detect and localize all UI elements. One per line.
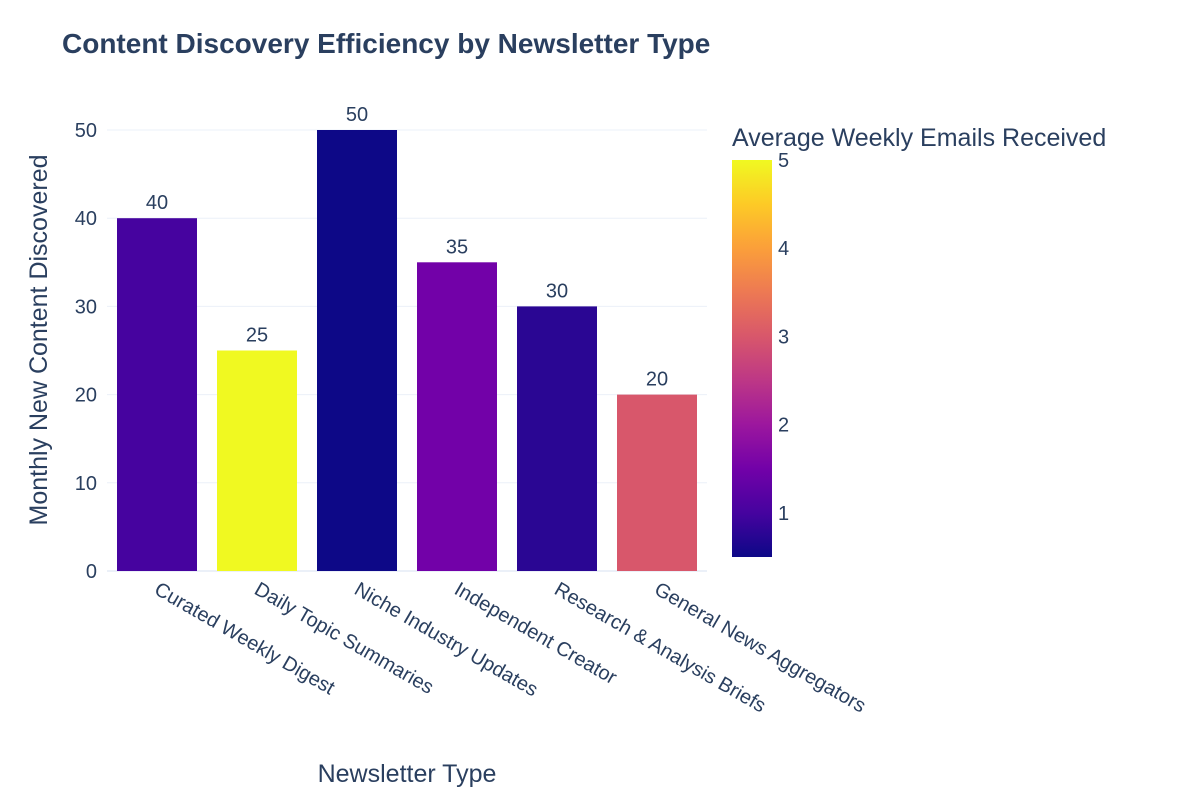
x-tick-label: Daily Topic Summaries xyxy=(251,578,438,699)
bar[interactable] xyxy=(517,306,597,571)
data-label: 30 xyxy=(546,280,568,302)
gridlines xyxy=(107,129,707,572)
colorbar-tick-label: 2 xyxy=(778,415,789,437)
y-tick-label: 50 xyxy=(75,120,97,142)
data-label: 20 xyxy=(646,369,668,391)
bar[interactable] xyxy=(417,262,497,571)
y-axis-label: Monthly New Content Discovered xyxy=(25,155,53,526)
colorbar-tick-label: 4 xyxy=(778,238,789,260)
colorbar-tick-label: 5 xyxy=(778,150,789,172)
x-tick-label: Curated Weekly Digest xyxy=(151,578,339,699)
x-axis-label: Newsletter Type xyxy=(318,760,497,788)
bar[interactable] xyxy=(217,350,297,572)
colorbar: Average Weekly Emails Received 1 2 3 4 5 xyxy=(732,124,1106,557)
bar[interactable] xyxy=(317,130,397,571)
y-tick-label: 30 xyxy=(75,296,97,318)
bars: 40 25 50 35 30 20 xyxy=(117,104,697,571)
chart-title: Content Discovery Efficiency by Newslett… xyxy=(62,28,710,59)
data-label: 40 xyxy=(146,192,168,214)
y-tick-label: 20 xyxy=(75,385,97,407)
data-label: 35 xyxy=(446,236,468,258)
y-tick-label: 0 xyxy=(86,561,97,583)
bar[interactable] xyxy=(117,218,197,571)
colorbar-title: Average Weekly Emails Received xyxy=(732,124,1106,152)
colorbar-tick-label: 1 xyxy=(778,503,789,525)
y-tick-label: 40 xyxy=(75,208,97,230)
colorbar-gradient xyxy=(732,160,772,557)
y-tick-label: 10 xyxy=(75,473,97,495)
x-tick-label: Independent Creator xyxy=(451,578,621,689)
bar[interactable] xyxy=(617,394,697,571)
colorbar-tick-label: 3 xyxy=(778,326,789,348)
y-axis-ticks: 0 10 20 30 40 50 xyxy=(75,120,97,583)
x-tick-label: Niche Industry Updates xyxy=(351,578,542,701)
data-label: 25 xyxy=(246,325,268,347)
data-label: 50 xyxy=(346,104,368,126)
